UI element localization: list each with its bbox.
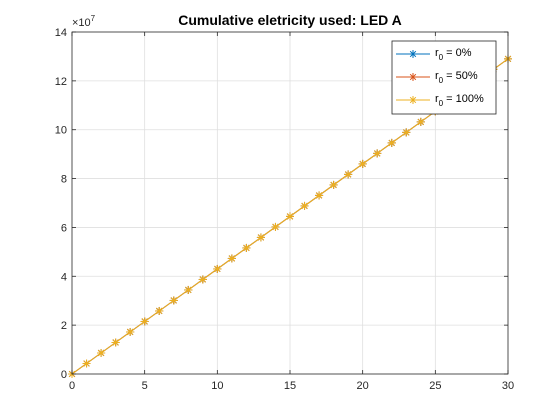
y-tick-label: 12 (55, 76, 67, 88)
data-point (184, 285, 193, 294)
data-point (155, 306, 164, 315)
legend-marker (409, 96, 417, 104)
y-tick-label: 14 (55, 27, 67, 39)
chart-title: Cumulative eletricity used: LED A (178, 12, 402, 28)
legend-label: r0 = 50% (435, 70, 478, 85)
marker-stroke (409, 96, 417, 104)
legend-label-prefix: r (435, 93, 439, 105)
legend-marker (409, 73, 417, 81)
y-exponent-base: ×10 (72, 17, 91, 29)
data-point (402, 128, 411, 137)
marker-stroke (403, 129, 410, 136)
y-axis-exponent: ×107 (72, 14, 96, 29)
marker-stroke (417, 118, 424, 126)
marker-stroke (126, 328, 134, 336)
y-tick-label: 2 (61, 320, 67, 332)
marker-stroke (257, 234, 265, 241)
legend-item: r0 = 0% (396, 47, 472, 62)
marker-stroke (359, 160, 366, 168)
data-point (140, 317, 149, 326)
y-tick-label: 0 (61, 369, 67, 381)
y-exponent-power: 7 (91, 14, 96, 23)
data-point (329, 180, 338, 189)
data-point (111, 338, 120, 347)
legend-label-prefix: r (435, 47, 439, 59)
data-point (315, 191, 324, 200)
marker-stroke (272, 223, 279, 231)
data-point (227, 254, 236, 263)
marker-stroke (388, 139, 395, 147)
data-point (300, 201, 309, 210)
data-point (242, 243, 251, 252)
data-point (198, 275, 207, 284)
data-point (97, 348, 106, 357)
x-tick-label: 15 (284, 380, 296, 392)
data-point (213, 264, 222, 273)
legend-label-prefix: r (435, 70, 439, 82)
data-point (82, 359, 91, 368)
marker-stroke (409, 73, 417, 81)
data-point (373, 149, 382, 158)
legend-item: r0 = 50% (396, 70, 478, 85)
legend-label-suffix: = 0% (443, 47, 472, 59)
data-point (344, 170, 353, 179)
x-tick-label: 30 (502, 380, 514, 392)
legend-label-suffix: = 100% (443, 93, 484, 105)
y-tick-label: 8 (61, 174, 67, 186)
marker-stroke (330, 181, 337, 189)
marker-stroke (315, 192, 323, 199)
legend-label-subscript: 0 (439, 76, 444, 85)
tick-marks (71, 31, 509, 375)
marker-stroke (243, 244, 250, 252)
data-point (271, 222, 280, 231)
marker-stroke (286, 213, 294, 220)
marker-stroke (199, 276, 206, 283)
marker-stroke (112, 339, 119, 346)
marker-stroke (374, 150, 381, 157)
legend-label-subscript: 0 (439, 53, 444, 62)
marker-stroke (97, 349, 105, 357)
marker-stroke (214, 265, 221, 273)
legend-label-subscript: 0 (439, 99, 444, 108)
data-point (126, 327, 135, 336)
x-tick-label: 20 (357, 380, 369, 392)
legend-marker (409, 50, 417, 58)
legend-item: r0 = 100% (396, 93, 484, 108)
marker-stroke (83, 360, 90, 367)
svg-text:×107: ×107 (72, 14, 96, 29)
marker-stroke (301, 202, 308, 210)
legend-label: r0 = 0% (435, 47, 472, 62)
data-point (416, 117, 425, 126)
marker-stroke (156, 307, 163, 315)
legend-label: r0 = 100% (435, 93, 484, 108)
data-point (256, 233, 265, 242)
y-tick-label: 10 (55, 125, 67, 137)
data-point (387, 138, 396, 147)
marker-stroke (344, 171, 352, 178)
marker-stroke (185, 286, 192, 294)
marker-stroke (409, 50, 417, 58)
y-tick-label: 6 (61, 222, 67, 234)
x-tick-label: 25 (429, 380, 441, 392)
data-point (169, 296, 178, 305)
x-tick-label: 10 (211, 380, 223, 392)
x-tick-label: 0 (69, 380, 75, 392)
x-tick-label: 5 (142, 380, 148, 392)
data-point (358, 159, 367, 168)
tick-labels: 0 5 10 15 20 25 30 0 2 4 6 8 10 12 14 (55, 27, 514, 392)
marker-stroke (170, 297, 177, 304)
legend-label-suffix: = 50% (443, 70, 478, 82)
y-tick-label: 4 (61, 271, 67, 283)
data-point (286, 212, 294, 221)
marker-stroke (141, 318, 148, 325)
legend: r0 = 0%r0 = 50%r0 = 100% (391, 40, 497, 115)
marker-stroke (228, 255, 236, 262)
